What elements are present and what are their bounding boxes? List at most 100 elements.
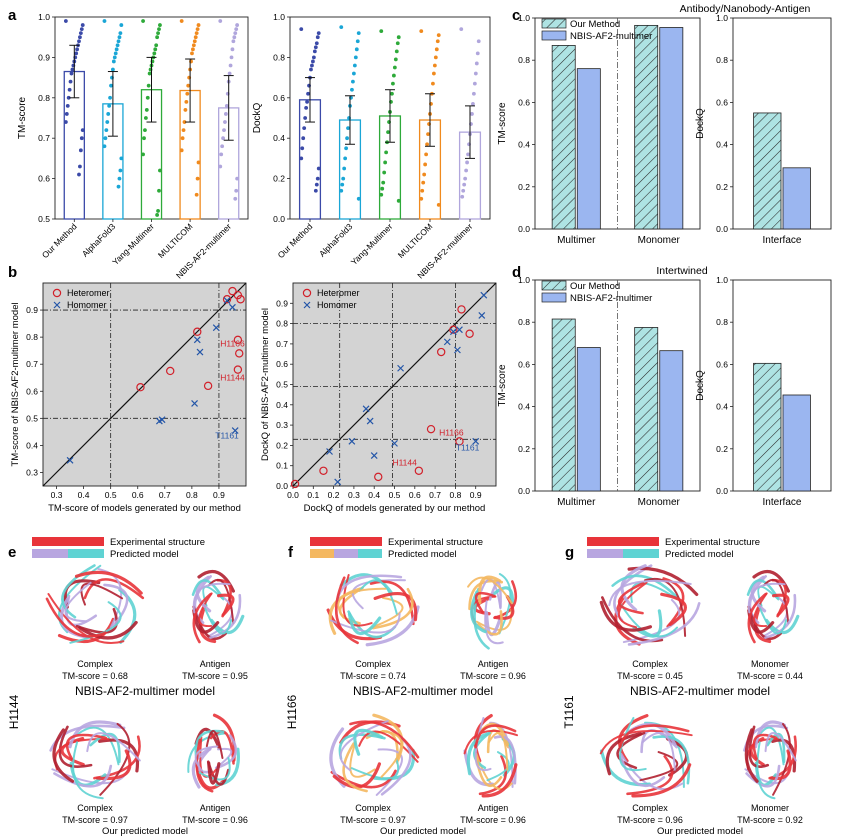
ribbon-strand — [620, 603, 679, 638]
bar-our-method — [753, 112, 782, 230]
legend-label-our-method: Our Method — [570, 19, 620, 30]
data-point — [78, 31, 83, 36]
y-tick-label: 0.7 — [276, 339, 288, 349]
data-point — [80, 128, 85, 133]
data-point — [420, 188, 425, 193]
y-axis-label: DockQ — [695, 108, 706, 139]
ribbon-strand — [337, 587, 387, 619]
homomer-point — [191, 400, 198, 407]
heteromer-point — [222, 295, 232, 304]
ribbon-strand — [746, 579, 779, 600]
data-point — [390, 91, 394, 96]
data-point — [346, 126, 350, 130]
legend-predicted-bar — [334, 549, 358, 558]
y-tick-label: 0.8 — [273, 52, 285, 62]
ribbon-strand — [474, 716, 492, 772]
ribbon-strand — [215, 734, 238, 769]
data-point — [301, 136, 306, 141]
legend-predicted-label: Predicted model — [110, 549, 179, 560]
data-point — [235, 176, 240, 181]
ribbon-strand — [339, 720, 389, 772]
chart-a-dockq: 0.0 0.2 0.4 0.6 0.8 1.0 DockQ Our Method AlphaFo… — [252, 12, 491, 281]
legend-experimental-label: Experimental structure — [388, 537, 483, 548]
our-model-title: Our predicted model — [657, 826, 743, 837]
ribbon-strand — [198, 592, 213, 627]
ribbon-strand — [487, 731, 509, 771]
data-point — [117, 176, 122, 181]
y-tick-label: 1.0 — [518, 13, 530, 23]
heteromer-point — [228, 286, 237, 296]
ribbon-strand — [493, 735, 517, 785]
data-point — [299, 156, 304, 161]
y-tick-label: 0.0 — [518, 224, 530, 234]
chart-d-dockq: 0.0 0.2 0.4 0.6 0.8 1.0 DockQ Interface — [695, 275, 832, 508]
data-point — [196, 160, 201, 165]
protein-ribbon-image — [49, 720, 141, 800]
y-tick-label: 0.9 — [276, 298, 288, 308]
panel-letter-d: d — [512, 264, 521, 281]
data-point — [382, 170, 387, 175]
heteromer-point — [436, 347, 446, 357]
heteromer-point — [426, 424, 436, 434]
homomer-point — [366, 417, 374, 425]
y-tick-label: 0.7 — [26, 359, 38, 369]
ribbon-strand — [49, 724, 126, 752]
y-tick-label: 0.8 — [26, 332, 38, 342]
legend-swatch-our-method — [541, 18, 567, 29]
data-point — [69, 71, 74, 76]
ribbon-strand — [474, 755, 503, 788]
ribbon-strand — [477, 575, 502, 605]
ribbon-strand — [486, 751, 510, 782]
legend-heteromer-marker — [52, 288, 62, 298]
data-point — [314, 182, 319, 187]
homomer-point — [370, 452, 378, 459]
y-tick-label: 0.2 — [518, 444, 530, 454]
bar-our-method — [753, 362, 782, 492]
homomer-point — [326, 448, 333, 455]
data-point — [460, 194, 465, 199]
ribbon-strand — [618, 724, 690, 749]
data-point — [351, 79, 355, 84]
ribbon-strand — [342, 742, 368, 793]
ribbon-strand — [747, 582, 786, 614]
data-point — [103, 136, 108, 141]
ribbon-strand — [349, 720, 420, 759]
legend-predicted-bar — [623, 549, 659, 558]
ribbon-strand — [484, 600, 504, 645]
legend-predicted-bar — [32, 549, 68, 558]
data-point — [303, 116, 308, 120]
ribbon-strand — [52, 728, 75, 783]
data-point — [312, 49, 317, 54]
x-tick-label: 0.5 — [105, 490, 117, 500]
y-tick-label: 0.0 — [716, 486, 728, 496]
protein-ribbon-image — [746, 569, 800, 644]
data-point — [384, 150, 389, 155]
panel-letter-a: a — [8, 7, 17, 24]
chart-c-tmscore: 0.0 0.2 0.4 0.6 0.8 1.0 TM-score Multimer Monome… — [497, 13, 701, 246]
data-point — [424, 152, 429, 157]
y-tick-label: 0.6 — [26, 386, 38, 396]
y-tick-label: 0.3 — [276, 420, 288, 430]
data-point — [194, 31, 199, 36]
data-point — [118, 168, 123, 173]
ribbon-strand — [198, 757, 231, 781]
ribbon-strand — [643, 577, 687, 637]
data-point — [156, 31, 160, 36]
structure-caption-name: Complex — [77, 659, 113, 669]
data-point — [433, 55, 438, 60]
protein-ribbon-image — [191, 569, 245, 644]
data-point — [180, 136, 185, 141]
ribbon-strand — [72, 741, 104, 800]
y-tick-label: 0.0 — [518, 486, 530, 496]
structure-caption-score: TM-score = 0.45 — [617, 671, 683, 681]
data-point — [65, 103, 70, 108]
ribbon-strand — [744, 728, 759, 783]
x-tick-label: AlphaFold3 — [317, 221, 355, 259]
homomer-point — [456, 326, 463, 334]
y-tick-label: 0.8 — [276, 319, 288, 329]
structure-caption-score: TM-score = 0.97 — [340, 815, 406, 825]
legend-homomer-marker — [303, 301, 311, 309]
ribbon-strand — [216, 593, 235, 617]
homomer-point — [397, 364, 405, 372]
data-point — [77, 39, 81, 44]
